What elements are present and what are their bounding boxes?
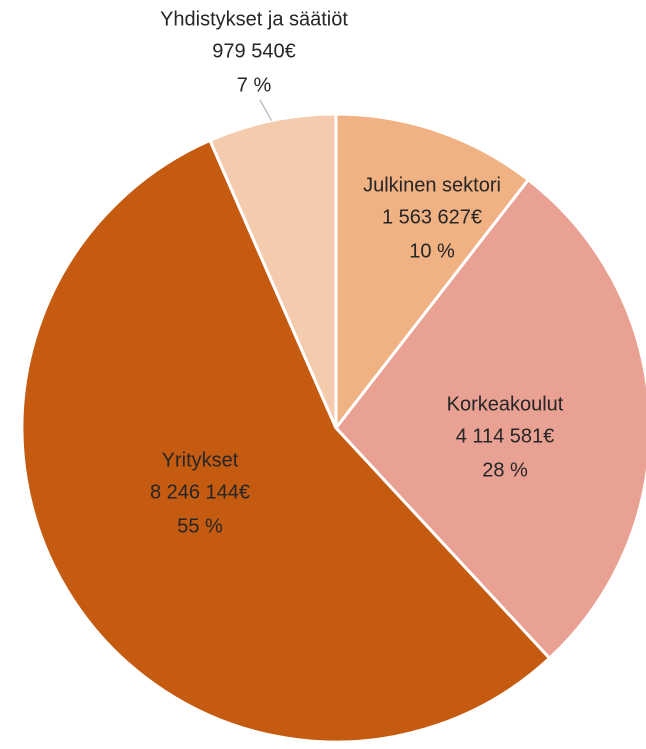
- value-label: 8 246 144€: [150, 481, 250, 503]
- slice-label: Yritykset: [162, 449, 239, 471]
- slice-label: Yhdistykset ja säätiöt: [160, 8, 348, 30]
- pie-slice: [334, 177, 646, 661]
- value-label: 979 540€: [212, 40, 295, 62]
- value-label: 4 114 581€: [456, 425, 555, 447]
- slice-label: Julkinen sektori: [363, 174, 501, 196]
- percent-label: 10 %: [409, 240, 455, 262]
- pie-slice: [20, 138, 552, 744]
- leader-line: [259, 99, 273, 121]
- slice-label: Korkeakoulut: [447, 393, 564, 415]
- pie-slice: [208, 112, 338, 429]
- percent-label: 7 %: [237, 74, 272, 96]
- percent-label: 55 %: [177, 515, 223, 537]
- percent-label: 28 %: [482, 459, 528, 481]
- pie-slice: [334, 112, 531, 433]
- value-label: 1 563 627€: [382, 206, 482, 228]
